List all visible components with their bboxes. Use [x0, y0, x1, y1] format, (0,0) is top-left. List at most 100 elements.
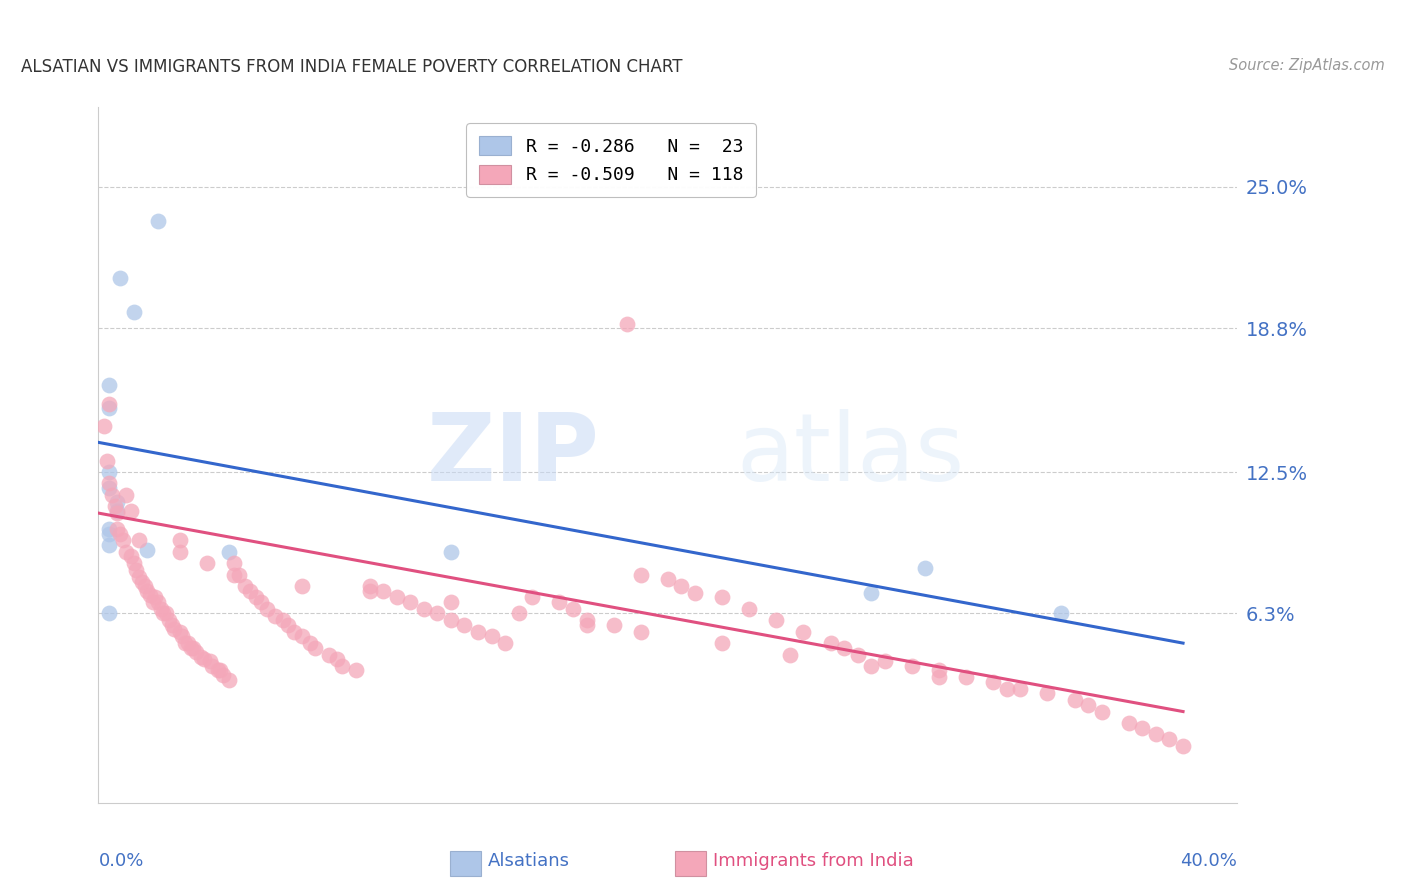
- Point: [467, 624, 489, 639]
- Point: [125, 563, 148, 577]
- Point: [453, 618, 475, 632]
- Point: [326, 652, 349, 666]
- Point: [142, 595, 165, 609]
- Point: [792, 624, 814, 639]
- Point: [239, 583, 262, 598]
- Point: [98, 481, 121, 495]
- Text: Alsatians: Alsatians: [488, 852, 569, 870]
- Point: [1010, 681, 1032, 696]
- Point: [779, 648, 801, 662]
- Point: [277, 618, 299, 632]
- Point: [1171, 739, 1194, 753]
- Point: [122, 305, 145, 319]
- Point: [332, 659, 354, 673]
- Point: [440, 545, 463, 559]
- Point: [155, 607, 177, 621]
- Point: [412, 602, 434, 616]
- Point: [146, 214, 169, 228]
- Point: [201, 659, 224, 673]
- Point: [832, 640, 855, 655]
- Point: [1159, 731, 1181, 746]
- Point: [96, 453, 118, 467]
- Point: [860, 586, 883, 600]
- Point: [1036, 686, 1059, 700]
- Point: [93, 419, 115, 434]
- Point: [98, 378, 121, 392]
- Point: [359, 579, 381, 593]
- Point: [163, 623, 186, 637]
- Point: [169, 545, 191, 559]
- Point: [120, 504, 142, 518]
- Point: [98, 522, 121, 536]
- Text: atlas: atlas: [737, 409, 965, 501]
- Point: [263, 608, 285, 623]
- Point: [738, 602, 761, 616]
- Text: 40.0%: 40.0%: [1181, 852, 1237, 870]
- Point: [914, 561, 936, 575]
- Point: [928, 664, 950, 678]
- Point: [98, 538, 121, 552]
- Point: [657, 572, 679, 586]
- Point: [860, 659, 883, 673]
- Point: [602, 618, 624, 632]
- Text: 0.0%: 0.0%: [98, 852, 143, 870]
- Point: [190, 649, 212, 664]
- Point: [145, 591, 167, 605]
- Point: [122, 556, 145, 570]
- Point: [114, 545, 136, 559]
- Point: [928, 670, 950, 684]
- Text: ALSATIAN VS IMMIGRANTS FROM INDIA FEMALE POVERTY CORRELATION CHART: ALSATIAN VS IMMIGRANTS FROM INDIA FEMALE…: [21, 58, 682, 76]
- Point: [169, 533, 191, 548]
- Point: [981, 674, 1004, 689]
- Point: [222, 556, 245, 570]
- Point: [193, 652, 215, 666]
- Point: [683, 586, 706, 600]
- Point: [195, 556, 218, 570]
- Point: [149, 602, 172, 616]
- Point: [508, 607, 530, 621]
- Point: [107, 504, 129, 518]
- Point: [245, 591, 267, 605]
- Point: [128, 570, 150, 584]
- Point: [995, 681, 1018, 696]
- Point: [291, 629, 314, 643]
- Point: [172, 629, 194, 643]
- Point: [426, 607, 449, 621]
- Point: [711, 636, 734, 650]
- Point: [298, 636, 321, 650]
- Point: [1091, 705, 1114, 719]
- Point: [107, 494, 129, 508]
- Point: [180, 640, 202, 655]
- Point: [114, 488, 136, 502]
- Point: [183, 640, 205, 655]
- Point: [212, 668, 235, 682]
- Text: Immigrants from India: Immigrants from India: [713, 852, 914, 870]
- Point: [218, 673, 240, 687]
- Point: [207, 664, 229, 678]
- Point: [1077, 698, 1099, 712]
- Point: [198, 654, 221, 668]
- Point: [131, 574, 153, 589]
- Point: [765, 613, 787, 627]
- Point: [846, 648, 869, 662]
- Point: [98, 526, 121, 541]
- Point: [98, 476, 121, 491]
- Point: [256, 602, 278, 616]
- Point: [1144, 727, 1167, 741]
- Point: [630, 624, 652, 639]
- Point: [271, 613, 294, 627]
- Point: [820, 636, 842, 650]
- Text: Source: ZipAtlas.com: Source: ZipAtlas.com: [1229, 58, 1385, 73]
- Point: [440, 595, 463, 609]
- Point: [228, 567, 250, 582]
- Point: [136, 583, 159, 598]
- Point: [304, 640, 326, 655]
- Point: [184, 645, 207, 659]
- Point: [955, 670, 977, 684]
- Legend: R = -0.286   N =  23, R = -0.509   N = 118: R = -0.286 N = 23, R = -0.509 N = 118: [465, 123, 756, 197]
- Point: [575, 613, 598, 627]
- Point: [233, 579, 256, 593]
- Point: [104, 500, 127, 514]
- Point: [711, 591, 734, 605]
- Point: [98, 607, 121, 621]
